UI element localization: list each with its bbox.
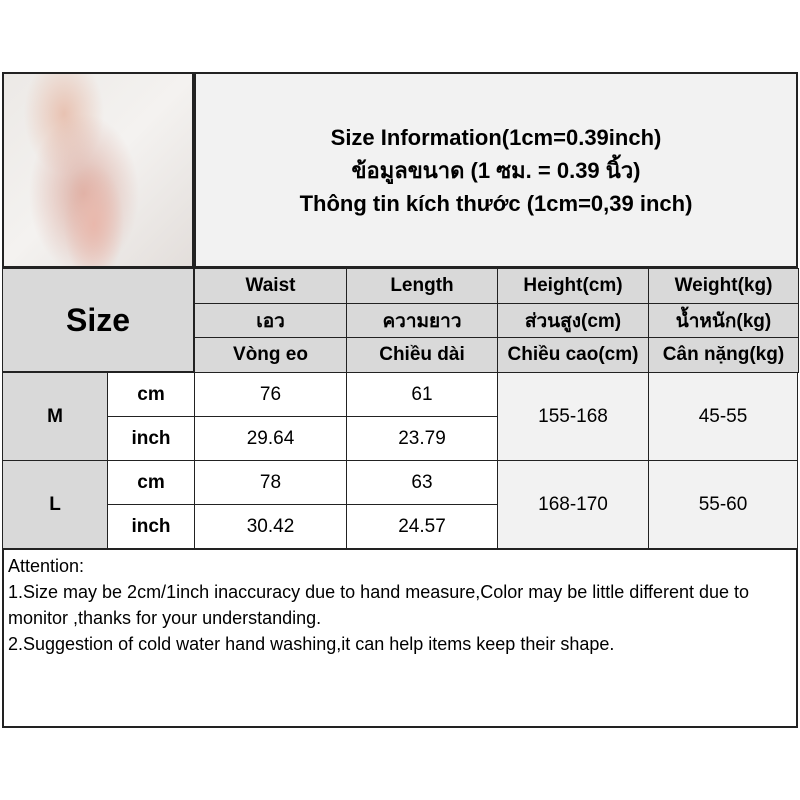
title-thai: ข้อมูลขนาด (1 ซม. = 0.39 นิ้ว) [351, 157, 641, 183]
waist-cm: 76 [194, 372, 347, 417]
column-header: Cân nặng(kg) [648, 337, 799, 373]
attention-note-2: 2.Suggestion of cold water hand washing,… [8, 634, 615, 654]
column-header: Chiều dài [346, 337, 498, 373]
attention-notes: Attention: 1.Size may be 2cm/1inch inacc… [2, 548, 798, 728]
waist-cm: 78 [194, 460, 347, 505]
weight-range: 45-55 [648, 372, 798, 461]
column-header: เอว [194, 303, 347, 338]
length-inch: 24.57 [346, 504, 498, 549]
height-range: 155-168 [497, 372, 649, 461]
column-header: Weight(kg) [648, 268, 799, 304]
length-cm: 61 [346, 372, 498, 417]
size-header: Size [2, 268, 194, 372]
column-header: Waist [194, 268, 347, 304]
column-header: Height(cm) [497, 268, 649, 304]
length-inch: 23.79 [346, 416, 498, 461]
column-header: ความยาว [346, 303, 498, 338]
column-header: Chiều cao(cm) [497, 337, 649, 373]
waist-inch: 29.64 [194, 416, 347, 461]
column-header: ส่วนสูง(cm) [497, 303, 649, 338]
title-vietnamese: Thông tin kích thước (1cm=0,39 inch) [299, 190, 693, 216]
height-range: 168-170 [497, 460, 649, 549]
unit-label: cm [107, 460, 195, 505]
column-header: Length [346, 268, 498, 304]
unit-label: inch [107, 416, 195, 461]
length-cm: 63 [346, 460, 498, 505]
attention-note-1: 1.Size may be 2cm/1inch inaccuracy due t… [8, 582, 750, 628]
unit-label: cm [107, 372, 195, 417]
column-header: Vòng eo [194, 337, 347, 373]
attention-heading: Attention: [8, 556, 85, 576]
product-photo [2, 72, 194, 268]
size-info-title: Size Information(1cm=0.39inch) ข้อมูลขนา… [194, 72, 798, 268]
title-english: Size Information(1cm=0.39inch) [330, 124, 662, 150]
weight-range: 55-60 [648, 460, 798, 549]
column-header: น้ำหนัก(kg) [648, 303, 799, 338]
size-label: M [2, 372, 108, 461]
unit-label: inch [107, 504, 195, 549]
size-label: L [2, 460, 108, 549]
waist-inch: 30.42 [194, 504, 347, 549]
